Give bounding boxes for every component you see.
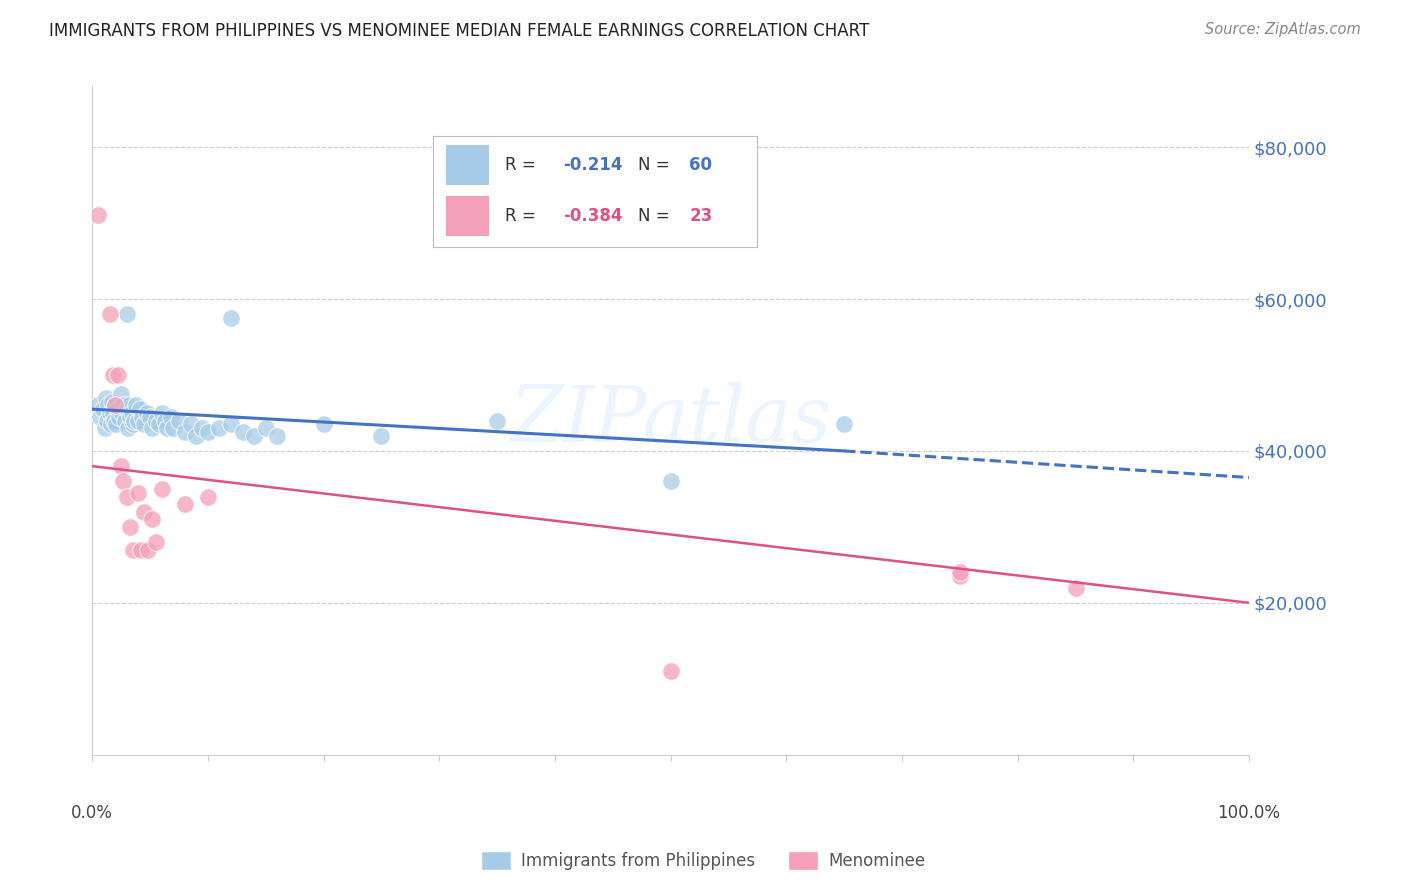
Point bbox=[659, 475, 682, 489]
Point bbox=[101, 368, 124, 382]
Point bbox=[115, 490, 138, 504]
Point bbox=[110, 387, 132, 401]
Point bbox=[173, 425, 195, 439]
Point bbox=[949, 569, 972, 583]
Point bbox=[94, 421, 117, 435]
Point bbox=[145, 535, 167, 549]
Point bbox=[125, 398, 148, 412]
Point bbox=[136, 542, 159, 557]
Point bbox=[180, 417, 202, 432]
Point bbox=[120, 409, 142, 424]
Point bbox=[219, 417, 242, 432]
Point bbox=[208, 421, 231, 435]
Point bbox=[131, 409, 153, 424]
Point bbox=[121, 406, 143, 420]
Point bbox=[112, 398, 135, 412]
Point bbox=[107, 402, 129, 417]
Point bbox=[156, 421, 179, 435]
Point bbox=[89, 409, 111, 424]
Point bbox=[949, 566, 972, 580]
Point bbox=[97, 398, 120, 412]
Point bbox=[111, 406, 134, 420]
Point bbox=[101, 406, 124, 420]
Point bbox=[135, 406, 157, 420]
Point bbox=[254, 421, 277, 435]
Point bbox=[150, 482, 173, 496]
Point bbox=[191, 421, 214, 435]
Point bbox=[129, 542, 152, 557]
Text: Source: ZipAtlas.com: Source: ZipAtlas.com bbox=[1205, 22, 1361, 37]
Point bbox=[150, 406, 173, 420]
Point bbox=[197, 490, 219, 504]
Point bbox=[160, 409, 183, 424]
Point bbox=[94, 391, 117, 405]
Point bbox=[121, 542, 143, 557]
Point bbox=[219, 311, 242, 326]
Point bbox=[148, 417, 170, 432]
Point bbox=[243, 429, 266, 443]
Point bbox=[115, 402, 138, 417]
Point bbox=[486, 413, 509, 427]
Text: IMMIGRANTS FROM PHILIPPINES VS MENOMINEE MEDIAN FEMALE EARNINGS CORRELATION CHAR: IMMIGRANTS FROM PHILIPPINES VS MENOMINEE… bbox=[49, 22, 869, 40]
Point bbox=[91, 402, 114, 417]
Point bbox=[139, 409, 162, 424]
Point bbox=[167, 413, 190, 427]
Point bbox=[115, 307, 138, 321]
Point bbox=[110, 459, 132, 474]
Point bbox=[100, 417, 122, 432]
Point bbox=[107, 368, 129, 382]
Point bbox=[87, 398, 110, 412]
Point bbox=[122, 413, 145, 427]
Point bbox=[141, 512, 163, 526]
Point bbox=[98, 406, 121, 420]
Text: 0.0%: 0.0% bbox=[72, 804, 112, 822]
Point bbox=[659, 664, 682, 678]
Point bbox=[153, 413, 176, 427]
Point bbox=[232, 425, 254, 439]
Point bbox=[121, 417, 143, 432]
Point bbox=[141, 421, 163, 435]
Point bbox=[103, 413, 125, 427]
Point bbox=[120, 520, 142, 534]
Legend: Immigrants from Philippines, Menominee: Immigrants from Philippines, Menominee bbox=[474, 844, 932, 877]
Point bbox=[197, 425, 219, 439]
Text: ZIPatlas: ZIPatlas bbox=[509, 383, 832, 458]
Point bbox=[117, 421, 139, 435]
Point bbox=[145, 413, 167, 427]
Point bbox=[101, 394, 124, 409]
Point bbox=[127, 485, 149, 500]
Point bbox=[1064, 581, 1087, 595]
Text: 100.0%: 100.0% bbox=[1218, 804, 1281, 822]
Point bbox=[370, 429, 392, 443]
Point bbox=[134, 417, 156, 432]
Point bbox=[134, 505, 156, 519]
Point bbox=[114, 413, 136, 427]
Point bbox=[118, 398, 141, 412]
Point bbox=[105, 417, 128, 432]
Point bbox=[87, 209, 110, 223]
Point bbox=[98, 307, 121, 321]
Point bbox=[96, 413, 118, 427]
Point bbox=[186, 429, 208, 443]
Point bbox=[162, 421, 184, 435]
Point bbox=[107, 409, 129, 424]
Point bbox=[112, 475, 135, 489]
Point bbox=[173, 497, 195, 511]
Point bbox=[266, 429, 288, 443]
Point bbox=[127, 413, 149, 427]
Point bbox=[104, 398, 127, 412]
Point bbox=[832, 417, 855, 432]
Point bbox=[312, 417, 335, 432]
Point bbox=[104, 398, 127, 412]
Point bbox=[128, 402, 150, 417]
